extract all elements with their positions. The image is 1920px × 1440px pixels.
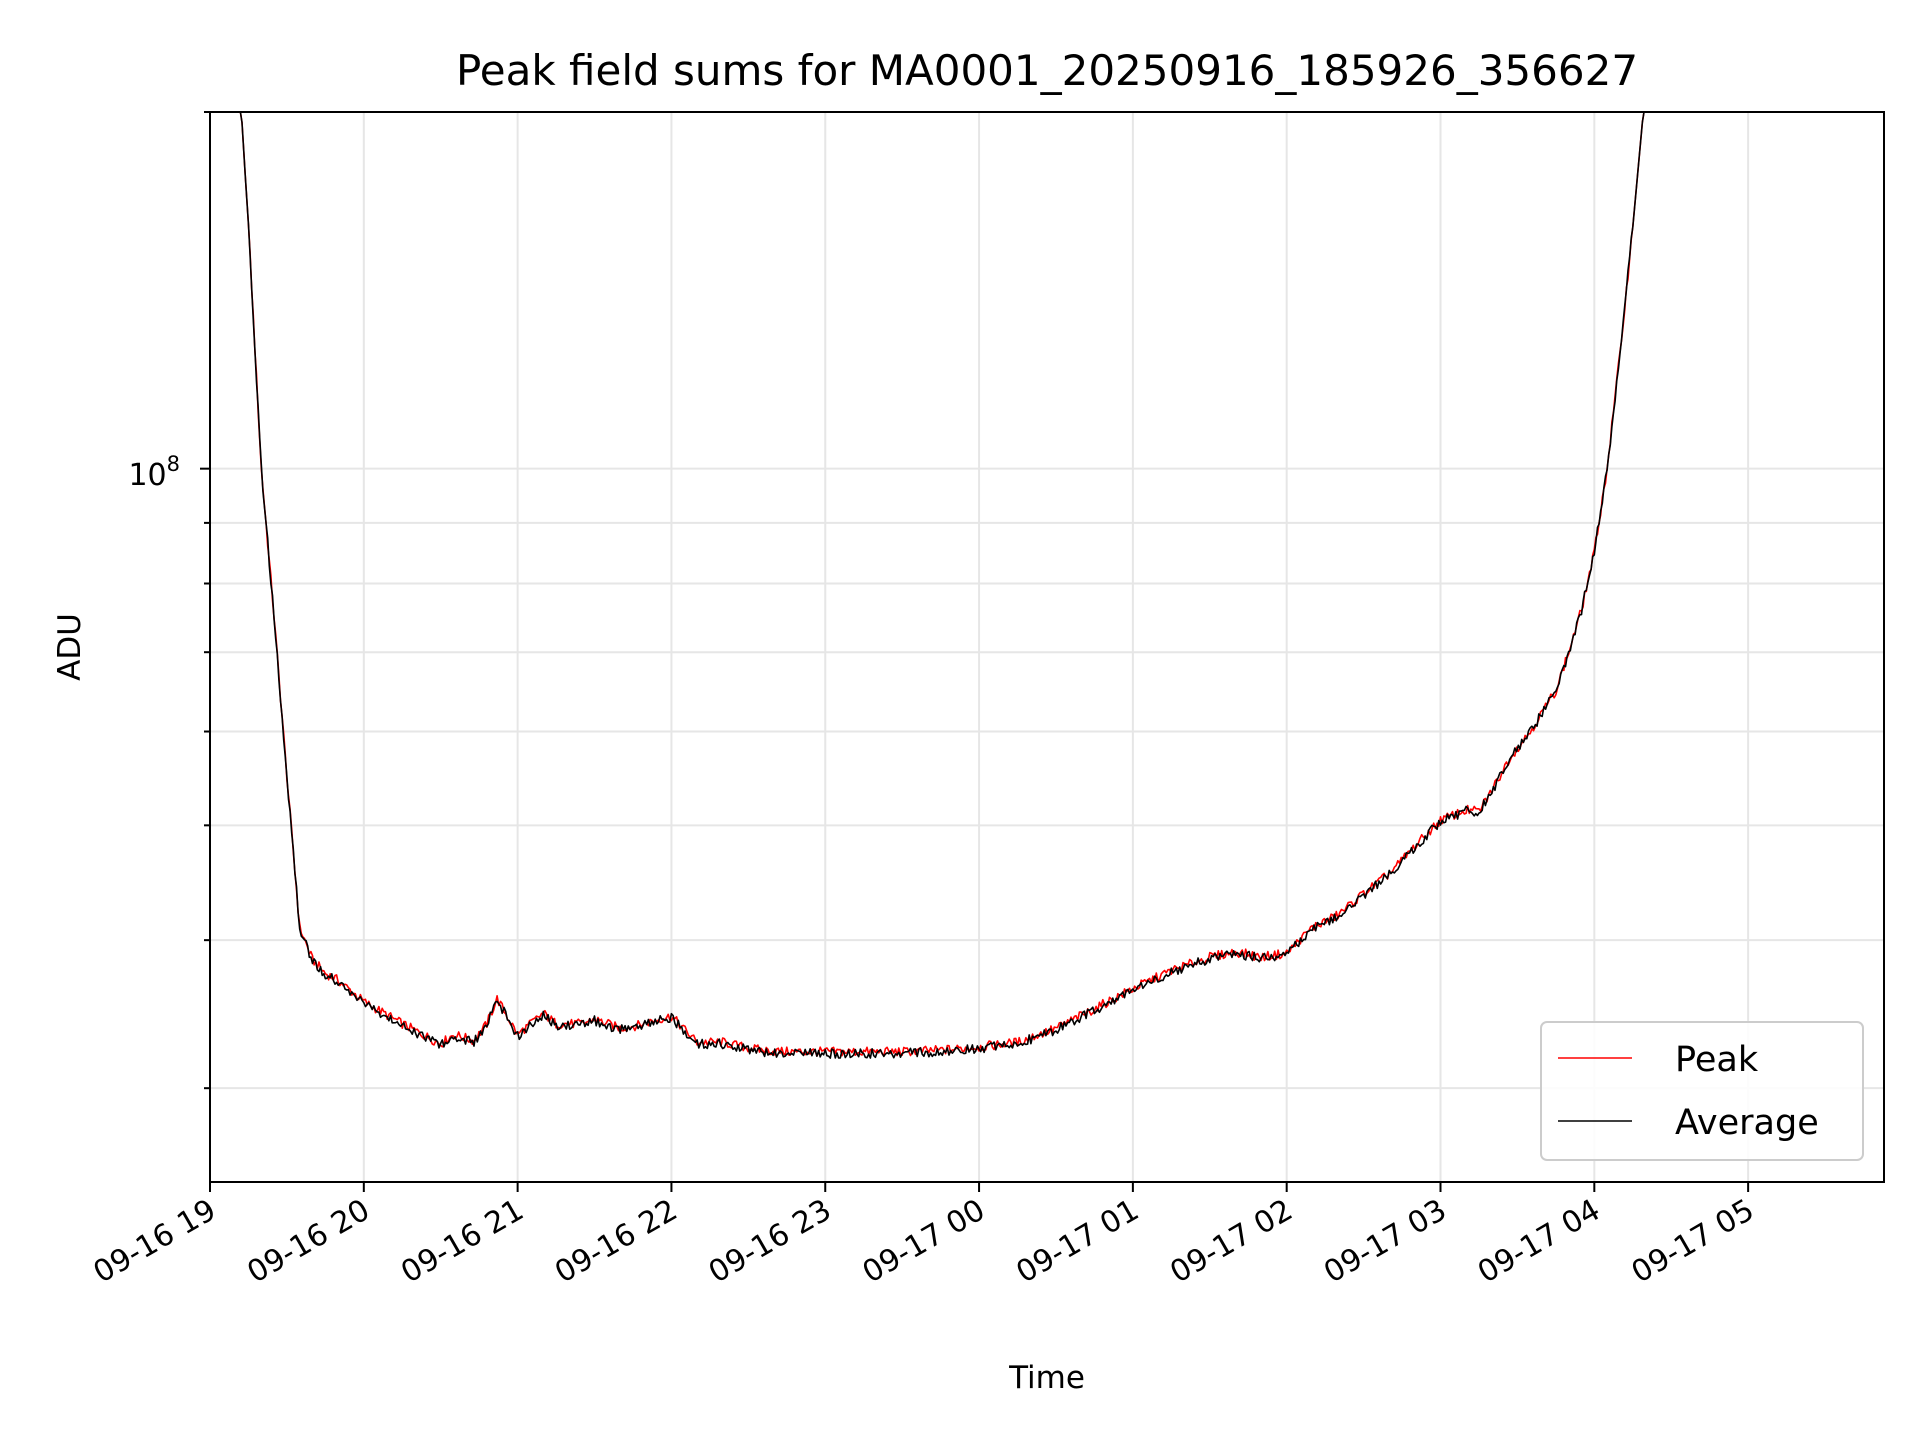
y-axis-title: ADU xyxy=(52,613,88,681)
x-axis-title: Time xyxy=(1008,1360,1085,1396)
series-line-average xyxy=(210,112,1884,1059)
legend-box xyxy=(1540,1021,1864,1161)
chart-title: Peak field sums for MA0001_20250916_1859… xyxy=(456,46,1638,95)
legend: Peak Average xyxy=(1540,1021,1864,1161)
legend-label-average: Average xyxy=(1675,1103,1819,1143)
y-tick-label: 108 xyxy=(128,452,180,493)
axes-frame xyxy=(209,111,1885,1183)
plot-area xyxy=(210,112,1884,1059)
legend-label-peak: Peak xyxy=(1675,1040,1759,1080)
